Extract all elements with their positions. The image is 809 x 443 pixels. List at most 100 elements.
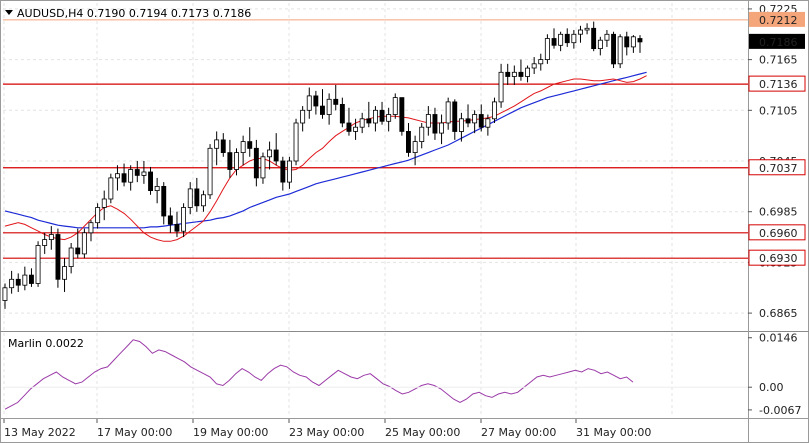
candle-body bbox=[88, 222, 94, 234]
indicator-tick-label: -0.0067 bbox=[759, 404, 801, 417]
candle-body bbox=[518, 71, 524, 77]
candle-body bbox=[465, 118, 471, 124]
chart-title: AUDUSD,H4 0.7190 0.7194 0.7173 0.7186 bbox=[5, 7, 251, 20]
candles bbox=[2, 21, 643, 309]
current-price-label-bg bbox=[749, 33, 805, 49]
candle-body bbox=[578, 29, 583, 35]
candle-body bbox=[214, 139, 220, 149]
candle-body bbox=[15, 278, 21, 286]
candle-body bbox=[386, 114, 392, 122]
candle-body bbox=[115, 173, 120, 179]
candle-body bbox=[42, 239, 48, 246]
candle-body bbox=[412, 141, 418, 154]
candle-body bbox=[511, 71, 517, 77]
candle-body bbox=[531, 63, 537, 69]
candle-body bbox=[154, 185, 160, 191]
candle-body bbox=[2, 287, 8, 301]
indicator-tick-label: 0.0146 bbox=[759, 332, 798, 345]
price-tick-label: 0.6985 bbox=[759, 206, 798, 219]
candle-body bbox=[22, 274, 28, 286]
candle-body bbox=[9, 278, 15, 289]
candle-body bbox=[333, 98, 339, 105]
candle-body bbox=[544, 38, 550, 61]
candle-body bbox=[419, 126, 425, 142]
horizontal-levels bbox=[3, 19, 748, 259]
candle-body bbox=[491, 101, 497, 120]
time-tick-label: 25 May 00:00 bbox=[385, 426, 460, 439]
candle-body bbox=[439, 122, 444, 134]
candle-body bbox=[167, 215, 173, 225]
candle-body bbox=[452, 101, 458, 132]
candle-body bbox=[161, 185, 167, 217]
candle-body bbox=[326, 98, 332, 115]
dropdown-triangle-icon[interactable] bbox=[5, 10, 13, 15]
candle-body bbox=[273, 149, 279, 162]
marlin-line bbox=[4, 339, 634, 410]
candle-body bbox=[174, 223, 180, 232]
candle-body bbox=[247, 141, 253, 149]
candle-body bbox=[353, 126, 358, 132]
level-label: 0.6930 bbox=[759, 252, 798, 265]
candle-body bbox=[538, 59, 544, 65]
candle-body bbox=[604, 33, 610, 41]
marlin-indicator bbox=[3, 339, 748, 410]
candle-body bbox=[181, 207, 186, 232]
current-price-label: 0.7186 bbox=[759, 36, 798, 49]
candle-body bbox=[134, 169, 140, 176]
candle-body bbox=[445, 101, 451, 124]
candle-body bbox=[379, 109, 385, 122]
candle-body bbox=[313, 95, 319, 107]
level-label-bg bbox=[748, 249, 806, 266]
candle-body bbox=[240, 141, 246, 154]
candle-body bbox=[498, 71, 504, 103]
candle-body bbox=[478, 114, 484, 128]
candle-body bbox=[28, 274, 34, 284]
candle-body bbox=[75, 247, 81, 255]
candle-body bbox=[207, 147, 213, 196]
time-tick-label: 23 May 00:00 bbox=[289, 426, 364, 439]
candle-body bbox=[141, 171, 147, 176]
price-tick-label: 0.7165 bbox=[759, 54, 798, 67]
candle-body bbox=[260, 156, 266, 179]
level-label-bg bbox=[748, 75, 806, 92]
level-label-bg bbox=[748, 224, 806, 241]
candle-body bbox=[319, 105, 325, 115]
candle-body bbox=[551, 38, 557, 46]
candle-body bbox=[425, 114, 431, 128]
candle-body bbox=[55, 234, 61, 280]
candle-body bbox=[95, 207, 101, 224]
candle-body bbox=[558, 33, 564, 46]
moving-averages bbox=[4, 71, 647, 242]
price-axis: 0.72250.71650.71050.70450.69850.69250.68… bbox=[748, 3, 806, 417]
candle-body bbox=[234, 152, 239, 170]
candle-body bbox=[121, 173, 127, 183]
candle-body bbox=[564, 33, 570, 44]
candle-body bbox=[148, 171, 153, 192]
time-tick-label: 31 May 00:00 bbox=[576, 426, 651, 439]
candle-body bbox=[525, 67, 530, 77]
candle-body bbox=[220, 139, 226, 153]
candle-body bbox=[432, 114, 438, 134]
candle-body bbox=[81, 232, 87, 255]
chart-symbol: AUDUSD bbox=[17, 7, 65, 20]
time-axis: 13 May 2022 17 May 00:00 19 May 00:00 23 Ma… bbox=[3, 419, 651, 439]
red-moving-average bbox=[4, 75, 647, 242]
candle-body bbox=[35, 245, 41, 284]
candle-body bbox=[392, 97, 398, 115]
level-label-bg bbox=[749, 11, 805, 27]
candle-body bbox=[108, 177, 114, 200]
chart-ohlc: 0.7190 0.7194 0.7173 0.7186 bbox=[87, 7, 251, 20]
level-label: 0.6960 bbox=[759, 227, 798, 240]
candle-body bbox=[339, 104, 345, 124]
chart-timeframe: H4 bbox=[68, 7, 83, 20]
blue-moving-average bbox=[4, 71, 647, 229]
candle-body bbox=[280, 160, 286, 183]
candle-body bbox=[505, 71, 511, 77]
candle-body bbox=[591, 27, 597, 49]
candle-body bbox=[253, 147, 259, 179]
candle-body bbox=[101, 198, 107, 208]
candle-body bbox=[200, 194, 206, 207]
